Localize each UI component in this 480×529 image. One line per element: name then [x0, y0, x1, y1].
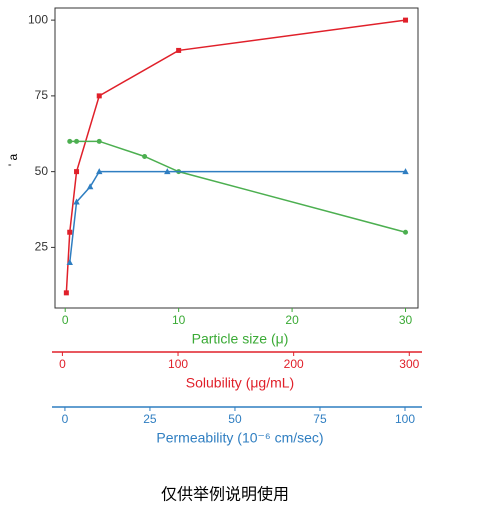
- series-line: [69, 170, 406, 263]
- point: [73, 198, 80, 205]
- x-tick-label: 0: [62, 412, 69, 426]
- caption: 仅供举例说明使用: [161, 485, 289, 504]
- y-tick-label: 50: [35, 164, 49, 178]
- x-axis-label: Particle size (μ): [192, 331, 289, 347]
- x-tick-label: 200: [284, 357, 304, 371]
- point: [67, 138, 73, 144]
- x-tick-label: 10: [172, 313, 186, 327]
- x-tick-label: 25: [143, 412, 157, 426]
- point: [67, 229, 73, 235]
- point: [66, 259, 73, 266]
- point: [403, 17, 409, 23]
- point: [86, 183, 94, 190]
- point: [403, 229, 409, 235]
- x-tick-label: 0: [59, 357, 66, 371]
- x-tick-label: 20: [285, 313, 299, 327]
- x-tick-label: 100: [395, 412, 415, 426]
- x-tick-label: 100: [168, 357, 188, 371]
- x-tick-label: 0: [62, 313, 69, 327]
- x-axis-label: Permeability (10⁻⁶ cm/sec): [156, 430, 323, 446]
- point: [164, 168, 171, 175]
- y-tick-label: 25: [35, 240, 49, 254]
- y-tick-label: 75: [35, 88, 49, 102]
- x-tick-label: 75: [313, 412, 327, 426]
- series-line: [65, 19, 406, 293]
- x-tick-label: 30: [399, 313, 413, 327]
- y-tick-label: 100: [28, 12, 48, 26]
- point: [96, 138, 102, 144]
- point: [176, 47, 182, 53]
- point: [96, 93, 102, 99]
- x-tick-label: 300: [399, 357, 419, 371]
- point: [63, 290, 69, 296]
- series-line: [69, 140, 406, 233]
- x-tick-label: 50: [228, 412, 242, 426]
- point: [96, 168, 103, 175]
- x-axis-label: Solubility (μg/mL): [186, 375, 294, 391]
- plot-frame: [54, 7, 419, 309]
- point: [74, 138, 80, 144]
- y-axis-label: ' a: [6, 154, 20, 167]
- point: [142, 153, 148, 159]
- point: [74, 169, 80, 175]
- point: [402, 168, 409, 175]
